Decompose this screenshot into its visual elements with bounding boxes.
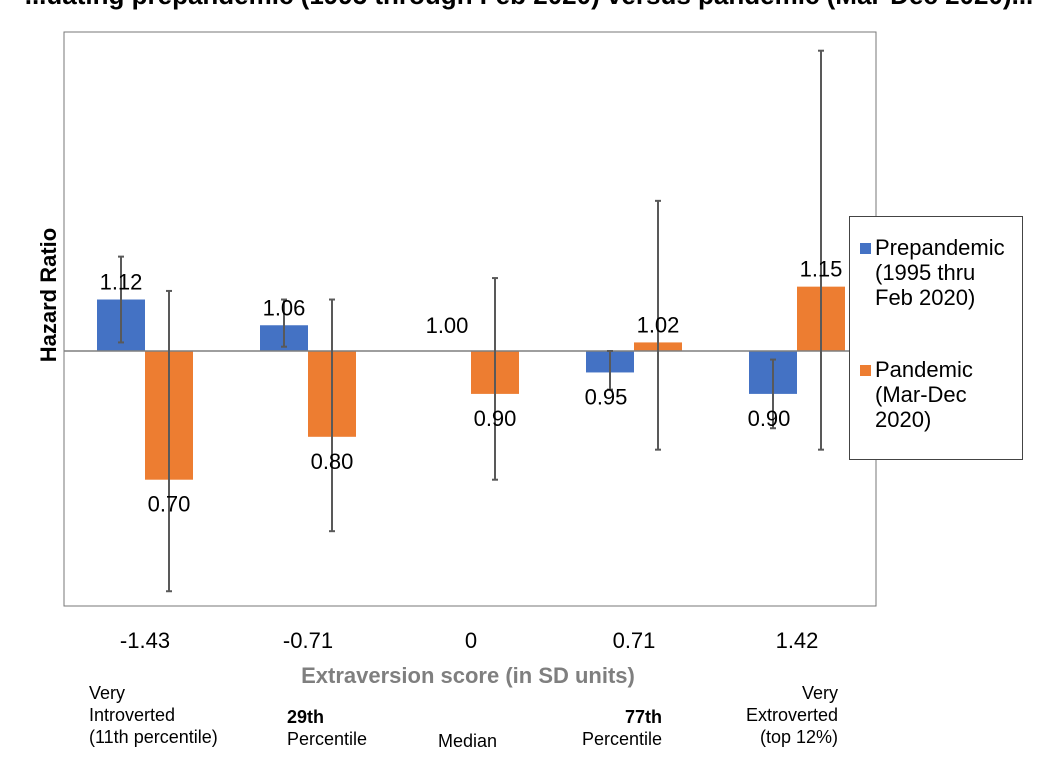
note-line: 29th — [287, 707, 325, 727]
data-label-prepandemic: 1.06 — [263, 295, 306, 320]
data-label-pandemic: 0.70 — [148, 492, 191, 517]
legend-line: (1995 thru — [875, 260, 976, 285]
category-note-very-introverted: Very Introverted (11th percentile) — [89, 682, 218, 748]
note-line: Percentile — [581, 729, 662, 749]
note-line: Extroverted — [745, 705, 838, 725]
data-label-prepandemic: 0.90 — [748, 406, 791, 431]
category-note-77th-percentile: 77th Percentile — [566, 706, 662, 750]
legend-line: 2020) — [875, 407, 932, 432]
data-label-pandemic: 0.80 — [311, 449, 354, 474]
category-note-very-extroverted: Very Extroverted (top 12%) — [718, 682, 838, 748]
note-line: (11th percentile) — [89, 727, 218, 747]
legend-label-prepandemic: Prepandemic (1995 thru Feb 2020) — [875, 235, 1025, 310]
legend-swatch-pandemic — [860, 365, 871, 376]
note-line: Percentile — [287, 729, 368, 749]
legend: Prepandemic (1995 thru Feb 2020) Pandemi… — [849, 216, 1023, 460]
data-label-prepandemic: 1.12 — [100, 270, 143, 295]
note-line: Median — [438, 731, 498, 751]
data-labels-layer: 1.12 0.70 1.06 0.80 1.00 0.90 0.95 1.02 0.90 1.15 — [100, 257, 843, 517]
legend-line: Feb 2020) — [875, 285, 976, 310]
legend-line: Prepandemic — [875, 235, 1005, 260]
legend-swatch-prepandemic — [860, 243, 871, 254]
category-note-median: Median — [438, 730, 497, 752]
data-label-pandemic: 0.90 — [474, 406, 517, 431]
note-line: Very — [89, 683, 126, 703]
plot-area — [63, 31, 877, 607]
error-bars-layer — [118, 49, 824, 593]
x-tick-label: 0 — [465, 628, 477, 653]
legend-line: (Mar-Dec — [875, 382, 967, 407]
data-label-prepandemic: 0.95 — [585, 384, 628, 409]
note-line: Introverted — [89, 705, 176, 725]
data-label-pandemic: 1.15 — [800, 257, 843, 282]
x-tick-label: 0.71 — [613, 628, 656, 653]
x-tick-labels: -1.43 -0.71 0 0.71 1.42 — [120, 628, 818, 653]
data-label-prepandemic: 1.00 — [426, 313, 469, 338]
legend-label-pandemic: Pandemic (Mar-Dec 2020) — [875, 357, 1025, 432]
data-label-pandemic: 1.02 — [637, 312, 680, 337]
x-tick-label: -1.43 — [120, 628, 170, 653]
note-line: (top 12%) — [759, 727, 838, 747]
y-axis-label: Hazard Ratio — [36, 228, 61, 362]
note-line: Very — [801, 683, 838, 703]
x-tick-label: -0.71 — [283, 628, 333, 653]
legend-line: Pandemic — [875, 357, 973, 382]
category-note-29th-percentile: 29th Percentile — [287, 706, 367, 750]
chart-title: ...uating prepandemic (1995 through Feb … — [0, 0, 1058, 11]
x-tick-label: 1.42 — [776, 628, 819, 653]
x-axis-label: Extraversion score (in SD units) — [301, 663, 635, 688]
note-line: 77th — [624, 707, 662, 727]
